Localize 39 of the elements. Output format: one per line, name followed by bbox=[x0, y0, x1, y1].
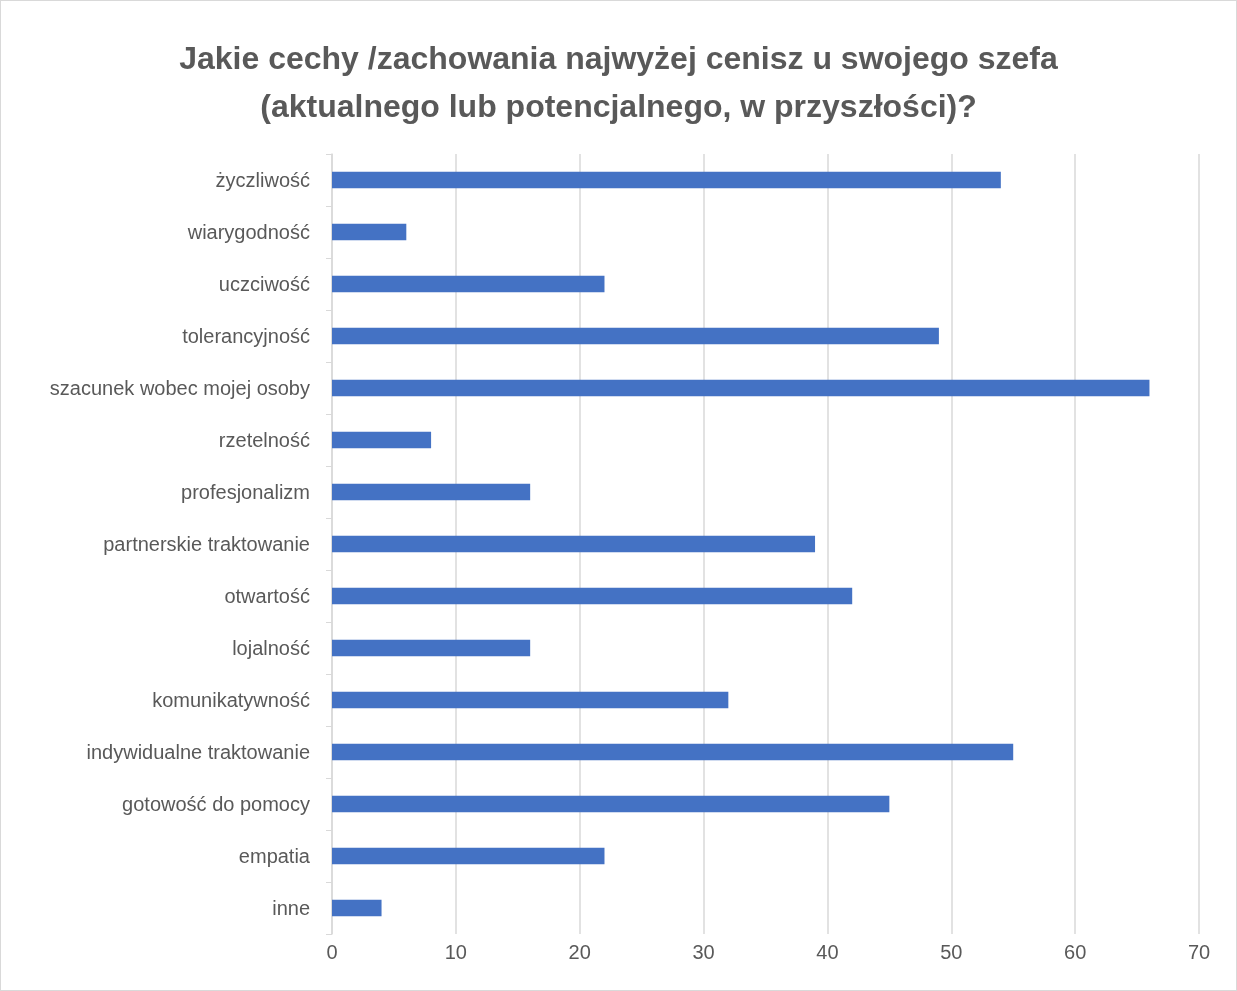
x-tick-label: 50 bbox=[940, 941, 963, 963]
y-tick-label: tolerancyjność bbox=[182, 325, 310, 347]
y-tick-label: szacunek wobec mojej osoby bbox=[49, 377, 310, 399]
x-tick-label: 70 bbox=[1187, 941, 1211, 963]
bar bbox=[332, 587, 853, 605]
y-tick-label: rzetelność bbox=[218, 429, 310, 451]
y-tick-label: partnerskie traktowanie bbox=[103, 533, 310, 555]
bar bbox=[332, 431, 432, 449]
y-tick-label: wiarygodność bbox=[186, 221, 310, 243]
y-tick-label: lojalność bbox=[232, 637, 310, 659]
bar bbox=[332, 327, 939, 345]
x-tick-label: 40 bbox=[816, 941, 839, 963]
x-tick-label: 60 bbox=[1064, 941, 1087, 963]
y-tick-label: empatia bbox=[238, 845, 311, 867]
bar bbox=[332, 535, 816, 553]
bar bbox=[332, 691, 729, 709]
bar bbox=[332, 379, 1150, 397]
y-tick-label: indywidualne traktowanie bbox=[86, 741, 310, 763]
bar bbox=[332, 171, 1001, 189]
bar bbox=[332, 847, 605, 865]
bar bbox=[332, 743, 1014, 761]
x-tick-label: 20 bbox=[568, 941, 591, 963]
bar bbox=[332, 223, 407, 241]
bar bbox=[332, 899, 382, 917]
y-tick-label: życzliwość bbox=[215, 169, 310, 191]
y-tick-label: komunikatywność bbox=[152, 689, 310, 711]
x-tick-label: 0 bbox=[326, 941, 338, 963]
bar bbox=[332, 483, 531, 501]
bar bbox=[332, 275, 605, 293]
x-tick-label: 10 bbox=[444, 941, 467, 963]
y-tick-label: inne bbox=[272, 897, 310, 919]
x-tick-label: 30 bbox=[692, 941, 715, 963]
bar bbox=[332, 639, 531, 657]
y-tick-label: profesjonalizm bbox=[181, 481, 310, 503]
y-tick-label: otwartość bbox=[224, 585, 310, 607]
y-tick-label: gotowość do pomocy bbox=[122, 793, 310, 815]
chart-title: Jakie cechy /zachowania najwyżej cenisz u swojego szefa (aktualnego lub potencjalnego, w przyszłości)? bbox=[179, 40, 1058, 124]
y-tick-label: uczciwość bbox=[218, 273, 310, 295]
bar bbox=[332, 795, 890, 813]
